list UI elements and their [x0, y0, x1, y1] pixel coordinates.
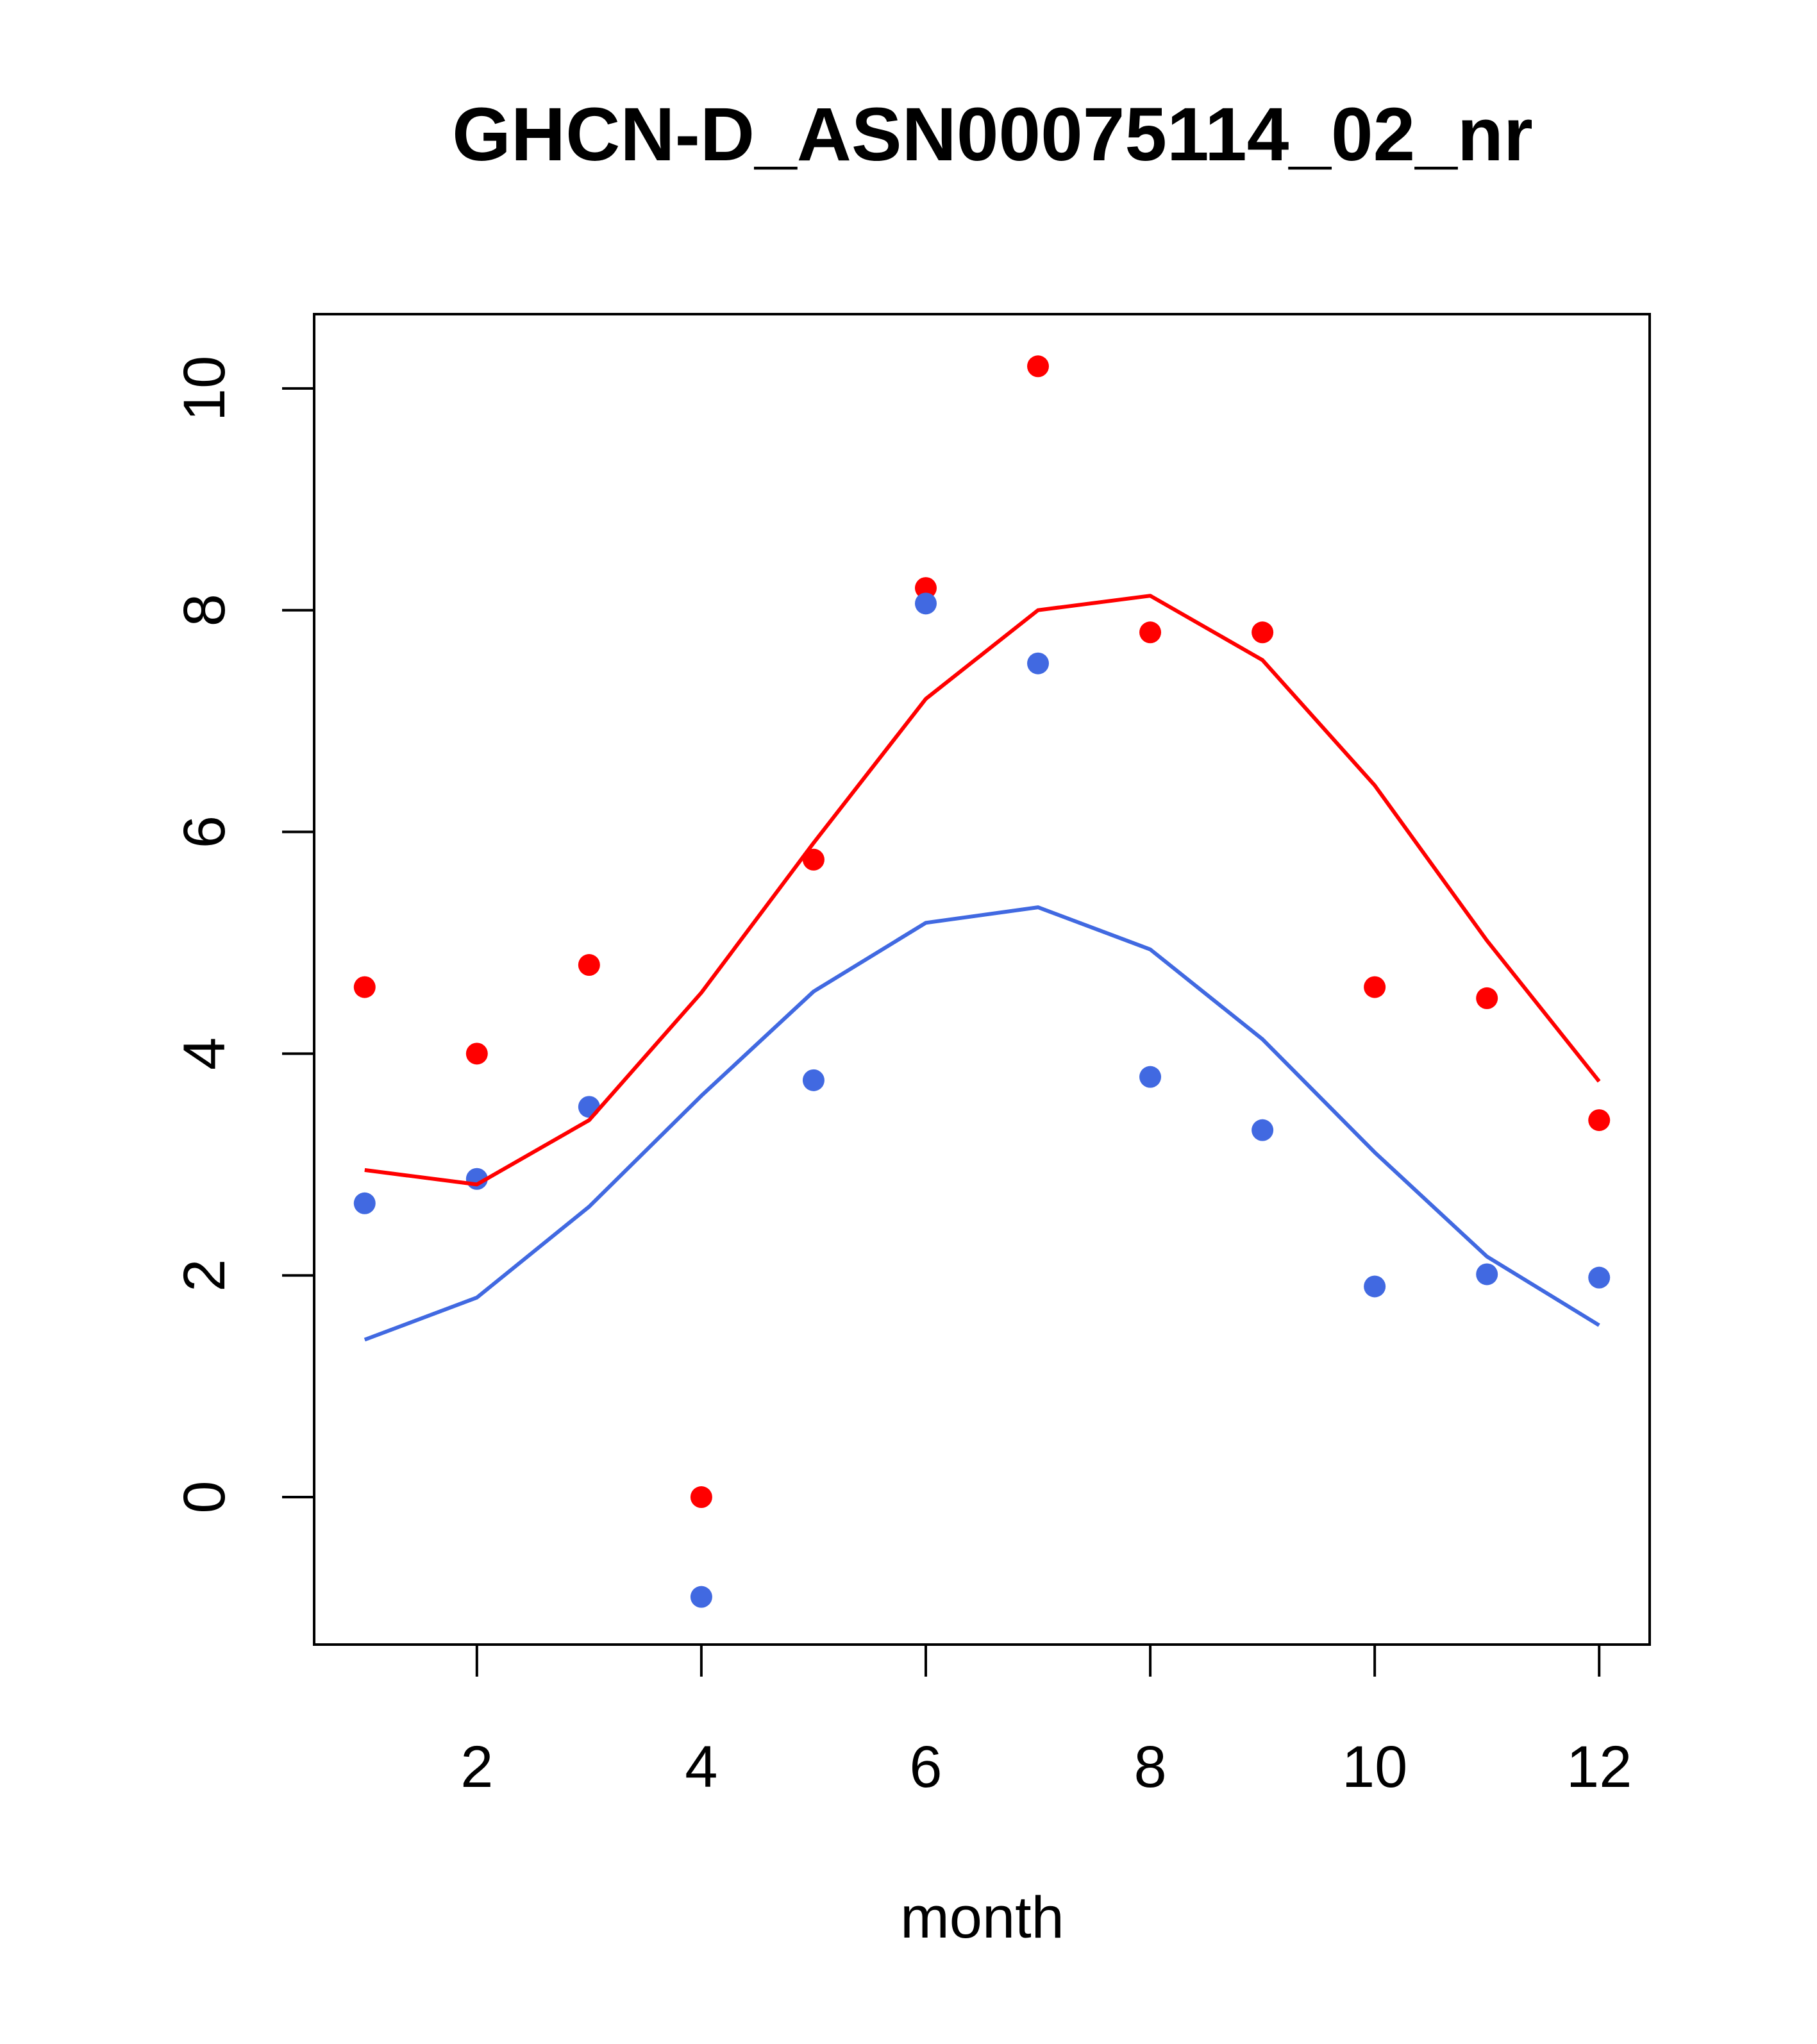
x-axis: 2 4 6 8 10 12 — [460, 1643, 1632, 1800]
data-point — [914, 577, 937, 599]
y-tick-label: 4 — [172, 1037, 237, 1070]
x-tick-label: 4 — [685, 1734, 717, 1800]
data-point — [1139, 621, 1162, 644]
y-tick-label: 8 — [172, 594, 237, 626]
x-tick-label: 6 — [909, 1734, 942, 1800]
chart-title: GHCN-D_ASN00075114_02_nr — [452, 92, 1533, 177]
plot-frame — [313, 313, 1651, 1646]
data-point — [914, 592, 937, 615]
data-point — [690, 1486, 712, 1509]
x-tick-label: 12 — [1566, 1734, 1632, 1800]
y-tick-label: 0 — [172, 1480, 237, 1513]
x-axis-label: month — [900, 1885, 1064, 1950]
y-tick-label: 2 — [172, 1259, 237, 1292]
data-point — [1476, 987, 1498, 1009]
data-point — [353, 976, 376, 998]
series-layer — [353, 355, 1611, 1608]
data-point — [1252, 1119, 1274, 1141]
y-tick-label: 6 — [172, 816, 237, 848]
data-point — [353, 1192, 376, 1214]
data-point — [802, 848, 825, 871]
data-point — [1027, 652, 1050, 674]
data-point — [1588, 1266, 1611, 1289]
x-tick-label: 10 — [1342, 1734, 1407, 1800]
x-tick-label: 8 — [1134, 1734, 1166, 1800]
series-line-3 — [364, 905, 1600, 1342]
data-point — [690, 1586, 712, 1608]
data-point — [578, 1096, 600, 1118]
data-point — [1364, 1275, 1386, 1298]
data-point — [1476, 1263, 1498, 1286]
data-point — [1252, 621, 1274, 644]
series-line-2 — [364, 594, 1601, 1187]
data-point — [465, 1043, 488, 1065]
data-point — [802, 1069, 825, 1091]
x-tick-label: 2 — [460, 1734, 493, 1800]
y-tick-label: 10 — [172, 356, 237, 421]
data-point — [1364, 976, 1386, 998]
data-point — [1139, 1066, 1162, 1088]
y-axis: 0 2 4 6 8 10 — [172, 356, 315, 1514]
data-point — [1588, 1109, 1611, 1132]
data-point — [578, 954, 600, 976]
data-point — [1027, 355, 1050, 378]
